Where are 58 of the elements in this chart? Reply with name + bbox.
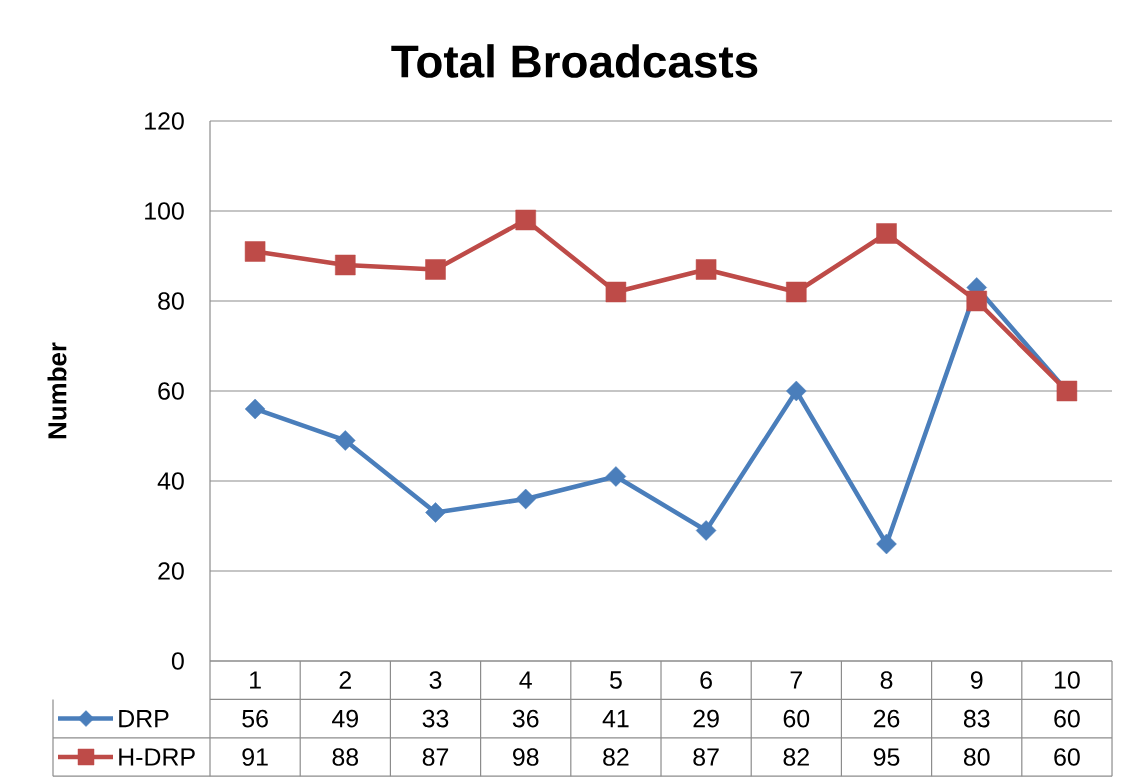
point [244,241,266,262]
data-label: 41 [602,710,629,728]
y-tick-label: 80 [158,292,184,310]
x-tick-label: 5 [609,671,622,689]
data-label: 95 [873,748,900,766]
data-label: 36 [512,709,539,728]
legend-label: H-DRP [119,748,195,766]
x-tick-label: 8 [880,671,893,689]
y-tick-label: 0 [171,652,184,670]
y-tick-label: 40 [157,472,184,490]
data-label: 80 [963,748,990,766]
point [966,290,987,312]
data-label: 33 [422,709,449,728]
x-tick-label: 7 [790,671,802,689]
point [605,281,627,303]
data-label: 82 [783,748,809,766]
x-tick-label: 4 [519,671,532,689]
point [876,533,897,555]
y-tick-label: 100 [145,202,184,220]
point [695,259,717,280]
data-label: 56 [242,709,268,728]
data-label: 83 [963,709,990,728]
y-axis-title: Number [47,342,67,439]
data-label: 91 [242,748,268,766]
x-tick-label: 1 [250,671,261,689]
point [515,488,536,510]
x-tick-label: 6 [700,671,712,689]
point [786,281,807,303]
x-tick-label: 9 [970,671,983,689]
point [425,259,446,280]
point [335,430,356,451]
chart-title: Total Broadcasts [391,44,758,78]
point [515,209,536,231]
data-label: 82 [603,748,629,766]
point [335,254,356,276]
data-label: 60 [1054,748,1080,766]
x-tick-label: 2 [339,671,351,689]
y-tick-label: 120 [145,112,184,130]
point [425,502,446,523]
y-tick-label: 60 [158,382,184,400]
data-label: 26 [873,709,900,728]
x-tick-label: 3 [429,671,442,689]
data-label: 60 [783,709,810,728]
point [876,223,897,244]
data-label: 29 [693,709,719,728]
legend-label: DRP [119,710,169,728]
data-label: 87 [422,748,449,766]
data-label: 60 [1054,709,1080,728]
data-label: 98 [513,748,539,766]
data-label: 49 [332,709,358,728]
data-label: 88 [332,748,359,766]
point [605,466,627,487]
data-label: 87 [693,748,719,766]
point [786,380,807,402]
x-tick-label: 10 [1054,671,1080,689]
point [695,520,717,541]
y-tick-label: 20 [158,562,184,580]
point [244,398,266,420]
